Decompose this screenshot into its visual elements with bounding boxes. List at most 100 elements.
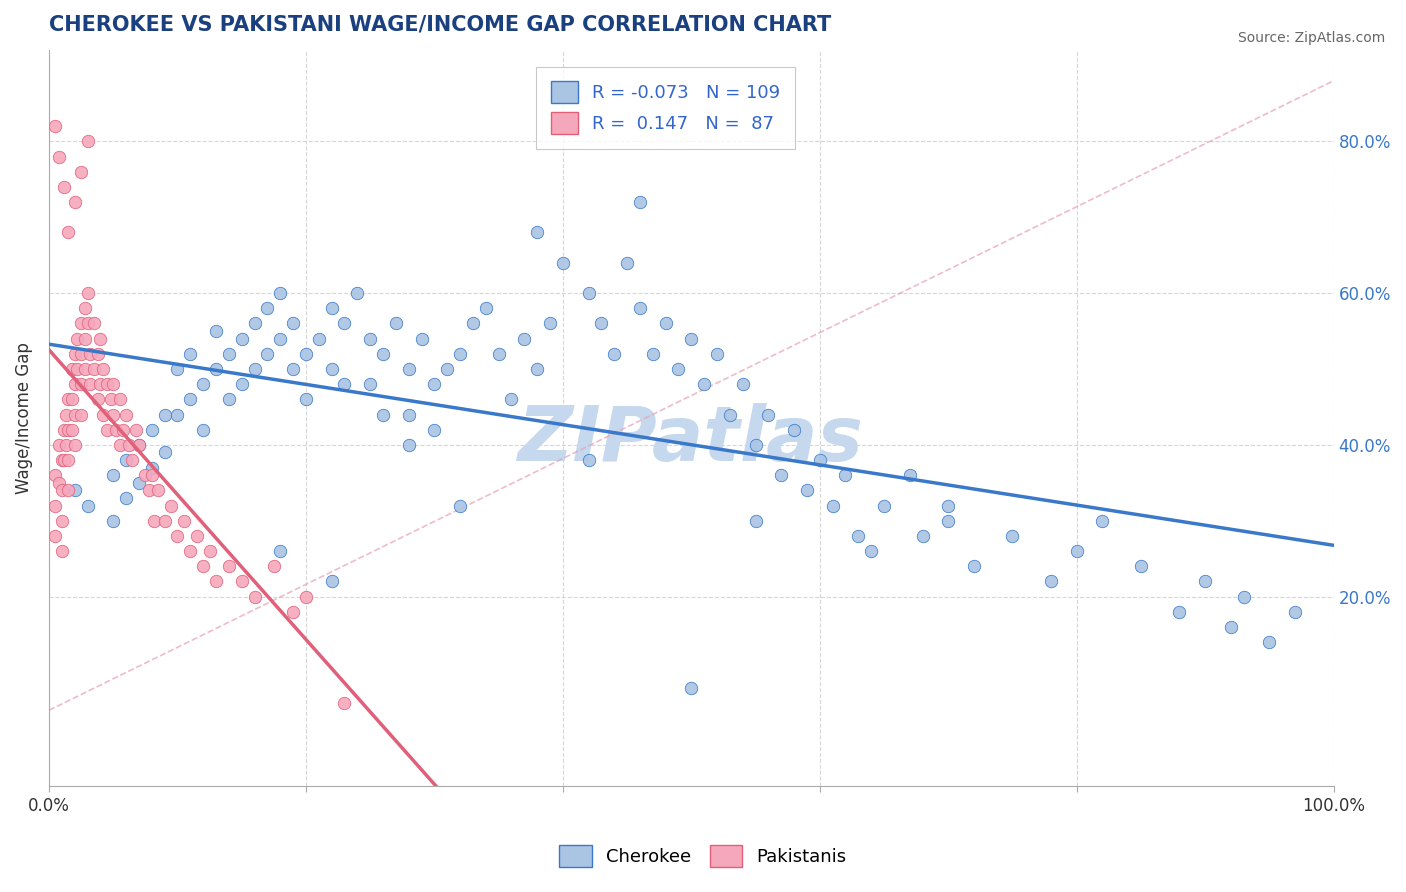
Point <box>179 347 201 361</box>
Point <box>1040 574 1063 589</box>
Point <box>436 362 458 376</box>
Point <box>63 347 86 361</box>
Point <box>398 408 420 422</box>
Point <box>103 408 125 422</box>
Point <box>333 317 356 331</box>
Point <box>63 438 86 452</box>
Point <box>60 423 83 437</box>
Point <box>44 468 66 483</box>
Point <box>115 491 138 505</box>
Point <box>218 559 240 574</box>
Point <box>160 499 183 513</box>
Point <box>108 392 131 407</box>
Point <box>79 347 101 361</box>
Point <box>76 286 98 301</box>
Point <box>104 423 127 437</box>
Point <box>60 362 83 376</box>
Point <box>53 423 76 437</box>
Point <box>53 180 76 194</box>
Point <box>96 377 118 392</box>
Point <box>143 514 166 528</box>
Point <box>87 347 110 361</box>
Point <box>526 226 548 240</box>
Point <box>218 392 240 407</box>
Point <box>218 347 240 361</box>
Point <box>83 362 105 376</box>
Point <box>1284 605 1306 619</box>
Point <box>654 317 676 331</box>
Point <box>1066 544 1088 558</box>
Point <box>461 317 484 331</box>
Point <box>55 438 77 452</box>
Point <box>1233 590 1256 604</box>
Point <box>551 256 574 270</box>
Point <box>70 377 93 392</box>
Point <box>48 475 70 490</box>
Point <box>128 438 150 452</box>
Point <box>134 468 156 483</box>
Point <box>385 317 408 331</box>
Point <box>121 453 143 467</box>
Point <box>321 362 343 376</box>
Point <box>231 377 253 392</box>
Point <box>70 317 93 331</box>
Point <box>179 544 201 558</box>
Point <box>153 445 176 459</box>
Point <box>796 483 818 498</box>
Point <box>898 468 921 483</box>
Point <box>63 195 86 210</box>
Point <box>1258 635 1281 649</box>
Point <box>808 453 831 467</box>
Point <box>449 499 471 513</box>
Point <box>166 408 188 422</box>
Point <box>66 332 89 346</box>
Point <box>770 468 793 483</box>
Point <box>295 392 318 407</box>
Point <box>166 529 188 543</box>
Point <box>295 347 318 361</box>
Point <box>860 544 883 558</box>
Point <box>44 120 66 134</box>
Point <box>100 392 122 407</box>
Point <box>1194 574 1216 589</box>
Point <box>936 514 959 528</box>
Point <box>333 377 356 392</box>
Point <box>269 332 291 346</box>
Point <box>103 468 125 483</box>
Point <box>63 408 86 422</box>
Point <box>89 377 111 392</box>
Point <box>706 347 728 361</box>
Point <box>191 377 214 392</box>
Point <box>474 301 496 316</box>
Point <box>846 529 869 543</box>
Point <box>321 301 343 316</box>
Point <box>76 317 98 331</box>
Point <box>115 408 138 422</box>
Point <box>128 475 150 490</box>
Point <box>48 438 70 452</box>
Point <box>117 438 139 452</box>
Point <box>191 559 214 574</box>
Point <box>359 332 381 346</box>
Point <box>173 514 195 528</box>
Point <box>371 347 394 361</box>
Point <box>108 438 131 452</box>
Point <box>153 514 176 528</box>
Point <box>308 332 330 346</box>
Point <box>243 317 266 331</box>
Point <box>269 544 291 558</box>
Point <box>70 347 93 361</box>
Point <box>73 332 96 346</box>
Point <box>263 559 285 574</box>
Point <box>205 324 228 338</box>
Point <box>103 514 125 528</box>
Point <box>96 423 118 437</box>
Point <box>628 195 651 210</box>
Point <box>1168 605 1191 619</box>
Y-axis label: Wage/Income Gap: Wage/Income Gap <box>15 343 32 494</box>
Point <box>398 362 420 376</box>
Point <box>501 392 523 407</box>
Point <box>423 377 446 392</box>
Point <box>731 377 754 392</box>
Point <box>449 347 471 361</box>
